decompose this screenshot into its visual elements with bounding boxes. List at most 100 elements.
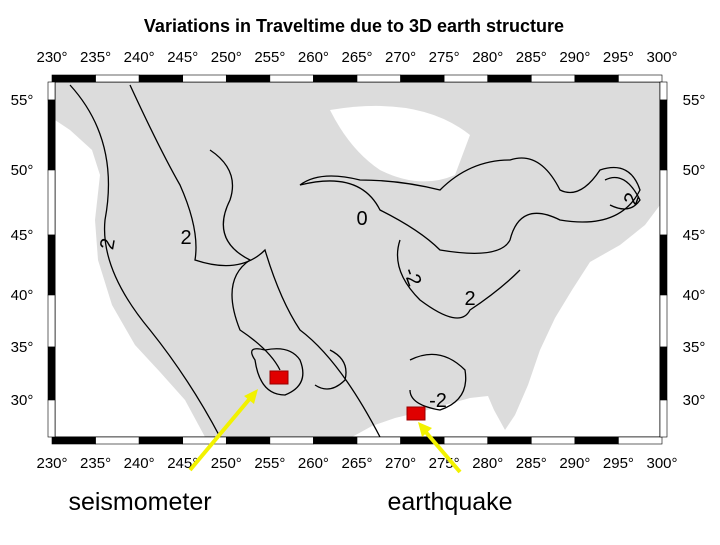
lon-label: 270°	[385, 455, 416, 472]
lon-label: 235°	[80, 49, 111, 66]
map-frame	[47, 74, 668, 445]
frame-segment	[47, 294, 56, 348]
lon-label: 260°	[298, 49, 329, 66]
arrow	[422, 428, 462, 474]
frame-segment	[659, 346, 668, 401]
lon-label: 290°	[559, 49, 590, 66]
lon-label: 250°	[211, 49, 242, 66]
contour-label: -2	[429, 390, 447, 412]
lon-label: 300°	[646, 455, 677, 472]
frame-segment	[530, 436, 576, 445]
frame-segment	[95, 436, 140, 445]
frame-segment	[618, 74, 663, 83]
earthquake-marker	[406, 406, 426, 421]
frame-segment	[618, 436, 663, 445]
frame-segment	[51, 436, 96, 445]
frame-segment	[225, 436, 271, 445]
frame-segment	[659, 234, 668, 296]
frame-segment	[182, 436, 227, 445]
lon-label: 255°	[254, 49, 285, 66]
frame-segment	[47, 99, 56, 171]
lon-label: 265°	[341, 49, 372, 66]
lon-label: 230°	[36, 455, 67, 472]
arrow-head	[418, 422, 432, 437]
lon-label: 275°	[429, 455, 460, 472]
frame-segment	[47, 169, 56, 236]
land	[55, 82, 660, 437]
lon-label: 295°	[603, 455, 634, 472]
contours	[69, 84, 641, 438]
lon-label: 235°	[80, 455, 111, 472]
frame-segment	[313, 74, 358, 83]
frame-segment	[659, 81, 668, 101]
frame-segment	[443, 436, 489, 445]
lon-label: 285°	[516, 455, 547, 472]
frame-segment	[659, 399, 668, 438]
frame-segment	[138, 436, 184, 445]
frame-segment	[47, 81, 56, 101]
lon-label: 295°	[603, 49, 634, 66]
frame-segment	[530, 74, 576, 83]
frame-segment	[659, 294, 668, 348]
contour-label: 0	[356, 208, 367, 230]
frame-segment	[269, 74, 314, 83]
frame-segment	[95, 74, 140, 83]
frame-segment	[487, 74, 532, 83]
frame-segment	[47, 346, 56, 401]
lat-label: 55°	[11, 92, 34, 109]
frame-segment	[443, 74, 489, 83]
lon-label: 300°	[646, 49, 677, 66]
arrow	[188, 394, 254, 472]
seismometer-marker	[269, 370, 289, 385]
lat-label: 30°	[11, 392, 34, 409]
arrow-head	[244, 389, 258, 404]
frame-segment	[356, 74, 401, 83]
lat-label: 50°	[683, 162, 706, 179]
lat-label: 50°	[11, 162, 34, 179]
frame-segment	[269, 436, 314, 445]
tick-labels: 230°230°235°235°240°240°245°245°250°250°…	[11, 49, 706, 472]
contour-label: 2	[464, 288, 475, 310]
lon-label: 255°	[254, 455, 285, 472]
frame-segment	[138, 74, 184, 83]
frame-segment	[574, 436, 619, 445]
contour-label: 2	[180, 227, 191, 249]
lon-label: 265°	[341, 455, 372, 472]
lon-label: 245°	[167, 49, 198, 66]
lat-label: 30°	[683, 392, 706, 409]
lon-label: 250°	[211, 455, 242, 472]
lon-label: 230°	[36, 49, 67, 66]
frame-segment	[51, 74, 96, 83]
lat-label: 35°	[11, 339, 34, 356]
frame-segment	[659, 169, 668, 236]
frame-segment	[225, 74, 271, 83]
lon-label: 280°	[472, 455, 503, 472]
lon-label: 290°	[559, 455, 590, 472]
frame-segment	[659, 99, 668, 171]
lat-label: 35°	[683, 339, 706, 356]
lat-label: 45°	[11, 227, 34, 244]
lat-label: 40°	[11, 287, 34, 304]
annotation: seismometer	[68, 488, 211, 516]
lon-label: 260°	[298, 455, 329, 472]
lon-label: 285°	[516, 49, 547, 66]
frame-segment	[47, 234, 56, 296]
frame-segment	[487, 436, 532, 445]
lon-label: 280°	[472, 49, 503, 66]
lat-label: 55°	[683, 92, 706, 109]
frame-segment	[47, 399, 56, 438]
annotation: earthquake	[387, 488, 512, 516]
title: Variations in Traveltime due to 3D earth…	[144, 16, 564, 36]
contour-label: 2	[96, 237, 120, 252]
lon-label: 270°	[385, 49, 416, 66]
lat-label: 45°	[683, 227, 706, 244]
frame-segment	[313, 436, 358, 445]
lon-label: 240°	[124, 455, 155, 472]
lat-label: 40°	[683, 287, 706, 304]
hudson-bay	[330, 105, 470, 182]
lon-label: 275°	[429, 49, 460, 66]
lon-label: 240°	[124, 49, 155, 66]
frame-segment	[182, 74, 227, 83]
frame-segment	[400, 74, 445, 83]
